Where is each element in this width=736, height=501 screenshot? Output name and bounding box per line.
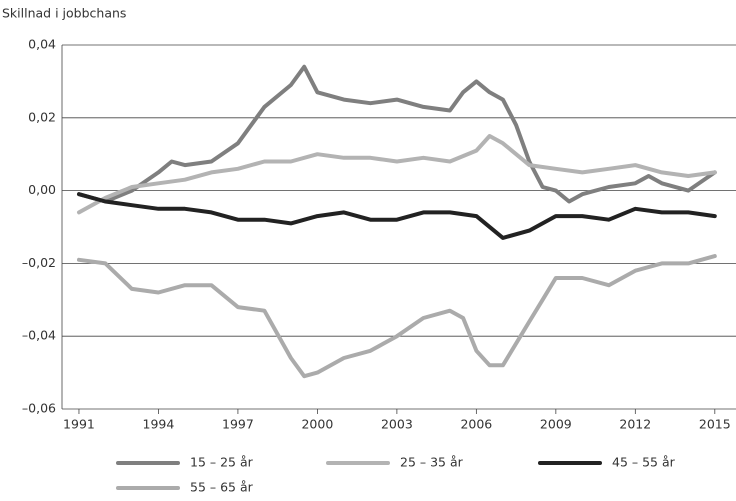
y-axis-label: Skillnad i jobbchans	[2, 6, 126, 21]
x-tick-label: 2015	[699, 417, 731, 432]
x-tick-label: 1994	[143, 417, 175, 432]
x-tick-label: 2003	[381, 417, 413, 432]
y-tick-label: 0,00	[28, 182, 56, 197]
legend-label: 45 – 55 år	[612, 455, 676, 470]
series-line	[77, 134, 717, 215]
y-tick-label: 0,04	[28, 37, 56, 52]
series-line	[77, 64, 717, 204]
series-line	[77, 254, 717, 379]
y-tick-label: 0,02	[28, 109, 56, 124]
legend-label: 55 – 65 år	[190, 480, 254, 495]
legend-label: 15 – 25 år	[190, 455, 254, 470]
x-tick-label: 1997	[222, 417, 254, 432]
y-tick-label: –0,02	[22, 255, 56, 270]
x-tick-label: 2009	[540, 417, 572, 432]
series-line	[77, 192, 717, 240]
y-tick-label: –0,06	[22, 401, 56, 416]
x-tick-label: 2000	[301, 417, 333, 432]
legend-label: 25 – 35 år	[400, 455, 464, 470]
x-tick-label: 2012	[619, 417, 651, 432]
x-tick-label: 2006	[460, 417, 492, 432]
y-tick-label: –0,04	[22, 328, 56, 343]
x-tick-label: 1991	[63, 417, 95, 432]
